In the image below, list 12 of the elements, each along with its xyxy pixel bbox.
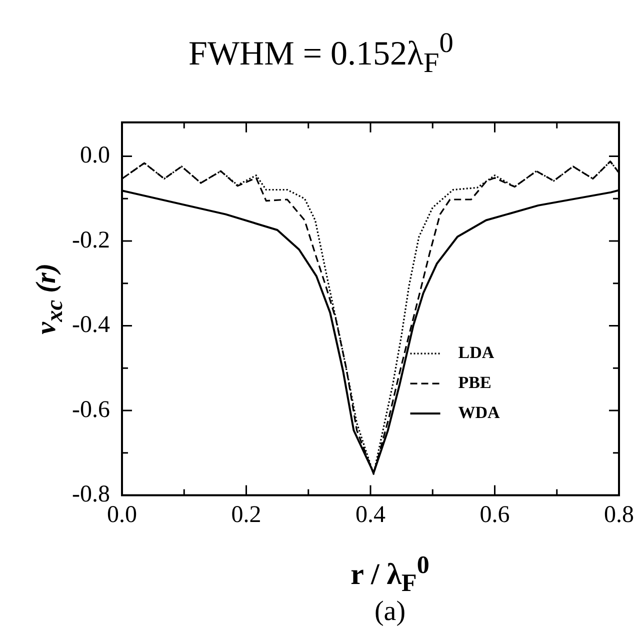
legend-label: WDA — [458, 402, 501, 422]
x-tick-label: 0.4 — [355, 502, 386, 528]
text: (a) — [373, 596, 407, 628]
y-tick-label: -0.6 — [72, 396, 110, 423]
y-tick-label: -0.2 — [72, 227, 110, 254]
x-tick-label: 0.2 — [231, 502, 262, 528]
y-tick-label: 0.0 — [80, 142, 110, 169]
x-tick-label: 0.6 — [480, 502, 510, 528]
legend-label: PBE — [458, 372, 492, 392]
x-tick-label: 0.8 — [604, 502, 634, 528]
y-tick-label: -0.4 — [72, 312, 110, 338]
legend-label: LDA — [458, 342, 495, 362]
